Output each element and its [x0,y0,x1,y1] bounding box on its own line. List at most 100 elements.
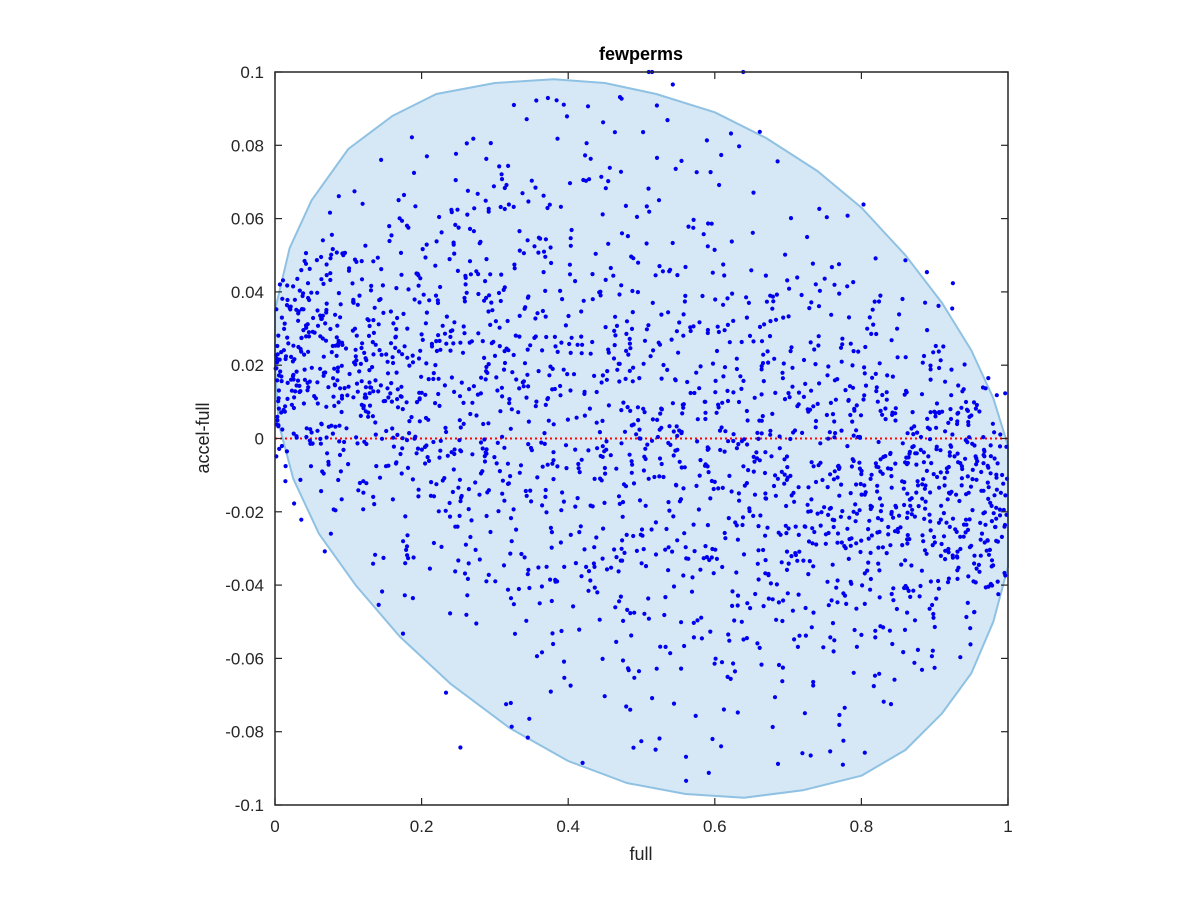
data-point [442,383,447,388]
data-point [905,610,910,615]
data-point [974,566,979,571]
data-point [355,302,360,307]
data-point [372,502,377,507]
data-point [926,454,931,459]
data-point [371,318,376,323]
data-point [414,400,420,405]
data-point [549,530,555,535]
data-point [635,405,641,410]
data-point [453,569,458,574]
data-point [846,398,851,403]
data-point [979,488,984,493]
data-point [497,469,502,474]
data-point [791,490,796,495]
data-point [714,556,720,562]
data-point [817,288,823,293]
data-point [916,504,921,509]
data-point [860,583,865,588]
data-point [335,369,340,374]
data-point [963,517,969,522]
data-point [691,225,696,230]
data-point [404,547,409,553]
data-point [835,531,841,536]
data-point [809,388,814,393]
data-point [908,594,913,600]
data-point [874,464,879,469]
data-point [721,302,726,307]
data-point [889,591,894,597]
data-point [854,428,859,433]
data-point [867,518,872,523]
data-point [713,656,718,661]
data-point [619,441,624,446]
data-point [727,638,732,643]
data-point [933,343,938,349]
data-point [421,292,426,297]
data-point [717,182,722,188]
data-point [857,434,863,440]
data-point [494,461,499,466]
data-point [681,405,686,410]
data-point [511,102,516,108]
data-point [670,82,675,87]
data-point [946,576,952,581]
data-point [448,334,453,339]
data-point [574,415,579,420]
data-point [761,379,766,384]
data-point [788,216,794,221]
data-point [931,611,936,617]
data-point [800,430,805,435]
data-point [651,348,656,353]
data-point [472,206,477,211]
data-point [276,388,281,393]
data-point [506,163,511,168]
data-point [655,417,660,422]
data-point [936,520,942,525]
data-point [790,608,796,613]
data-point [455,268,460,273]
data-point [393,334,398,339]
data-point [463,282,468,287]
data-point [731,432,736,437]
data-point [955,421,960,427]
data-point [457,418,462,423]
data-point [697,386,702,391]
data-point [629,470,634,475]
data-point [885,466,891,471]
data-point [890,641,895,647]
data-point [682,531,687,536]
data-point [631,533,636,539]
data-point [484,579,489,584]
data-point [587,406,593,411]
data-point [579,574,584,579]
data-point [641,130,646,135]
data-point [710,361,716,366]
data-point [488,141,493,146]
data-point [588,156,593,161]
data-point [900,543,905,548]
data-point [848,412,853,418]
data-point [426,458,432,463]
data-point [389,381,394,386]
data-point [843,388,848,393]
data-point [838,345,844,350]
data-point [966,422,971,428]
data-point [965,600,970,606]
data-point [299,335,304,341]
data-point [420,337,425,342]
data-point [517,470,522,475]
data-point [351,395,356,400]
data-point [638,532,643,537]
data-point [528,488,533,493]
data-point [431,494,437,499]
data-point [852,627,857,633]
data-point [450,328,455,333]
data-point [464,290,469,295]
data-point [663,595,668,600]
data-point [921,477,926,482]
data-point [981,435,986,440]
data-point [324,301,329,306]
data-point [754,450,759,455]
data-point [577,470,582,475]
data-point [501,563,507,568]
